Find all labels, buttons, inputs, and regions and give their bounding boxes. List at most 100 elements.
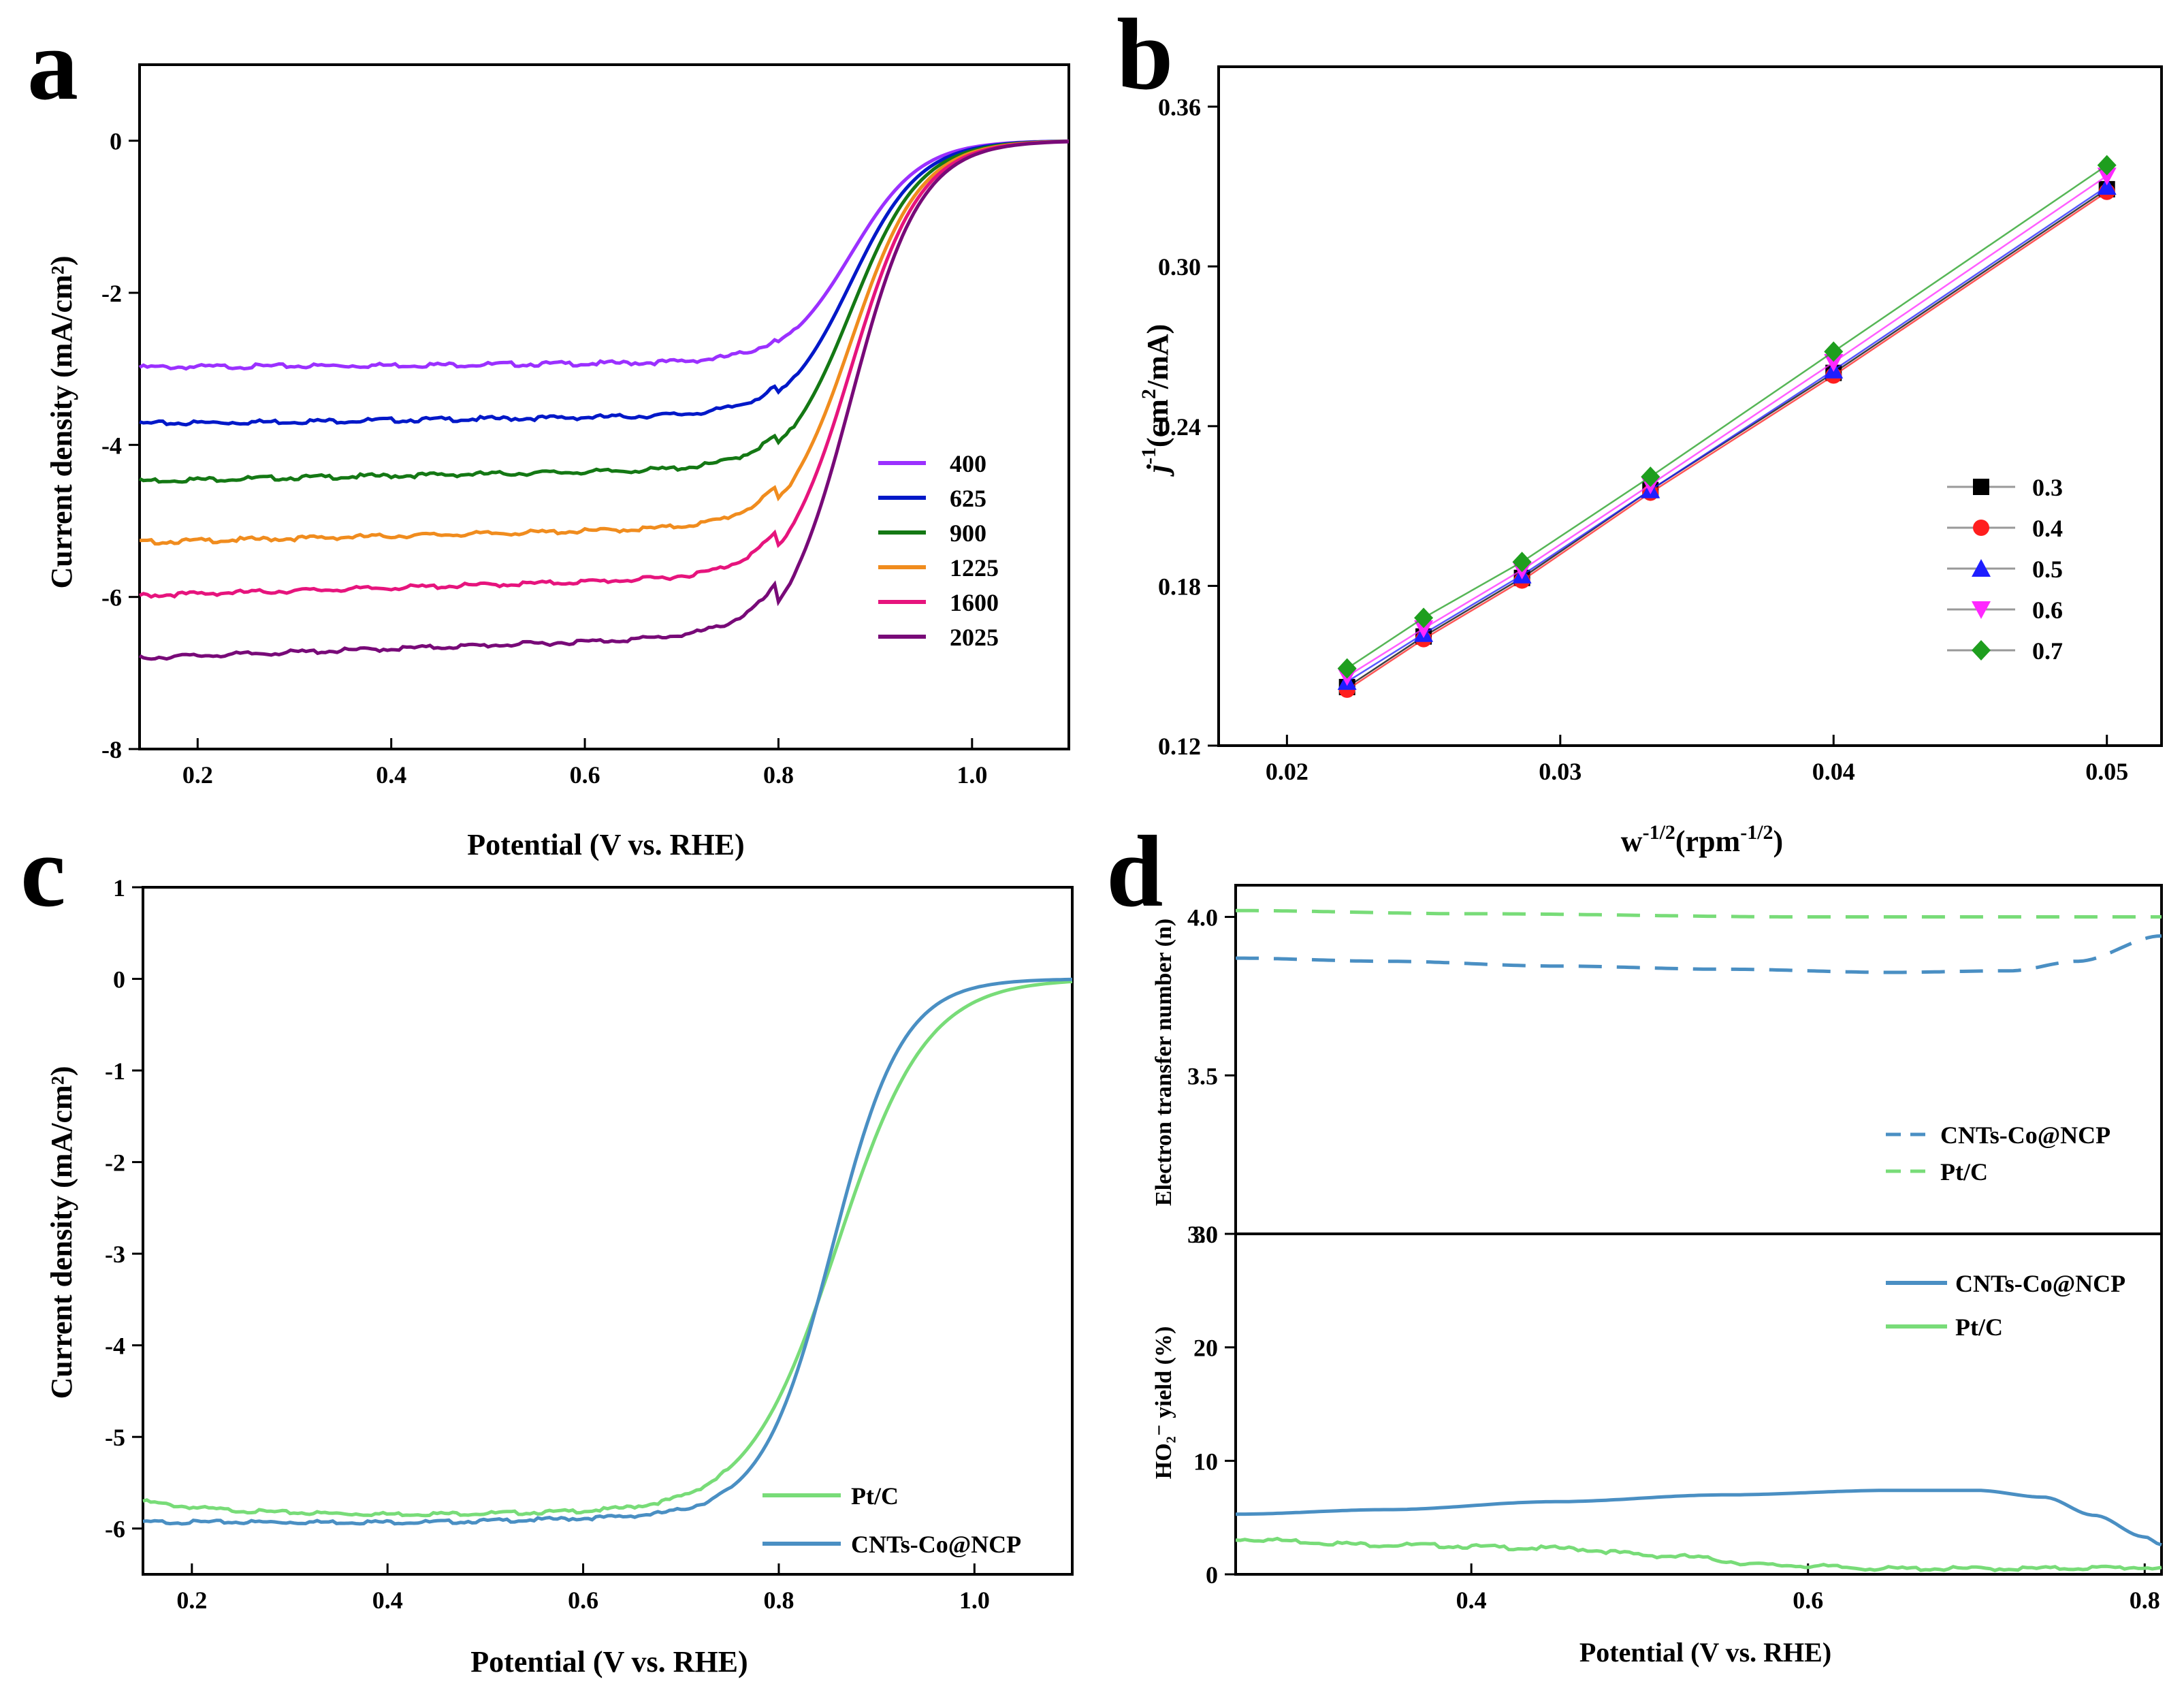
panel-d-bottom-legend-label-cnts-co-ncp: CNTs-Co@NCP: [1955, 1270, 2125, 1297]
panel-c-ytick-label-3: -2: [105, 1149, 125, 1177]
panel-d-top-ytick-label-1: 3.5: [1187, 1062, 1218, 1089]
panel-a-ylabel: Current density (mA/cm²): [45, 256, 78, 589]
panel-a-series-400: [138, 139, 1069, 371]
panel-b-legend-marker-0-7: [1972, 640, 1991, 661]
panel-a-legend-label-625: 625: [950, 485, 986, 512]
panel-c-xtick-label-4: 1.0: [959, 1587, 990, 1614]
panel-a-ytick-label-2: -4: [101, 432, 122, 459]
panel-d-bottom-ylabel: HO₂⁻ yield (%): [1151, 1326, 1176, 1480]
panel-b-legend-marker-0-3: [1973, 479, 1989, 495]
panel-c-xtick-label-2: 0.6: [568, 1587, 598, 1614]
panel-a-xtick-label-0: 0.2: [182, 761, 213, 789]
panel-b-legend-label-0-7: 0.7: [2032, 637, 2063, 665]
panel-b-series-line-0-4: [1347, 191, 2108, 690]
panel-c-legend-label-pt-c: Pt/C: [851, 1482, 899, 1510]
panel-d-xlabel: Potential (V vs. RHE): [1579, 1637, 1831, 1668]
panel-a-legend-label-1600: 1600: [950, 589, 999, 616]
panel-a-xtick-label-4: 1.0: [957, 761, 987, 789]
panel-a-ytick-label-0: 0: [110, 128, 122, 155]
panel-a-series-2025: [138, 140, 1070, 661]
panel-c-ytick-label-6: -5: [105, 1424, 125, 1451]
panel-letter-d: d: [1106, 815, 1163, 928]
panel-d-bottom-ytick-label-1: 10: [1193, 1448, 1218, 1475]
panel-b-point-0-6-1: [1414, 620, 1434, 638]
panel-a-xlabel: Potential (V vs. RHE): [467, 828, 744, 861]
panel-b-legend-label-0-4: 0.4: [2032, 515, 2063, 542]
panel-b-ytick-label-2: 0.24: [1158, 413, 1201, 441]
panel-b-xtick-label-2: 0.04: [1812, 758, 1855, 785]
panel-d-xtick-label-2: 0.8: [2130, 1587, 2160, 1614]
panel-b-point-0-6-5: [2097, 168, 2117, 186]
panel-d-chart: 0.4 0.6 0.8 3.0 3.5 4.0 0 10 20 30 CNTs-Co@NCP Pt/C…: [1187, 884, 2163, 1614]
panel-b-point-0-6-4: [1824, 353, 1844, 372]
panel-d-bottom-series-cnts-co-ncp: [1235, 1489, 2162, 1547]
panel-c-ytick-label-5: -4: [105, 1333, 125, 1360]
panel-c-xtick-label-1: 0.4: [372, 1587, 403, 1614]
panel-c-ylabel: Current density (mA/cm²): [45, 1066, 78, 1399]
panel-a-series-625: [139, 139, 1070, 427]
panel-a-series-1600: [138, 140, 1070, 599]
panel-d-top-frame: [1234, 884, 2163, 1235]
panel-a-legend-label-1225: 1225: [950, 554, 999, 582]
panel-b-legend-marker-0-6: [1972, 601, 1991, 619]
panel-b-point-0-7-3: [1641, 466, 1660, 488]
panel-b-point-0-7-5: [2097, 155, 2117, 176]
panel-d-top-ytick-label-2: 4.0: [1187, 904, 1218, 932]
panel-letter-c: c: [20, 815, 66, 928]
panel-c-ytick-label-2: -1: [105, 1057, 125, 1085]
panel-c-frame: [142, 886, 1074, 1576]
panel-b-chart: 0.02 0.03 0.04 0.05 0.12 0.18 0.24 0.30 0.36 0.3 0…: [1158, 65, 2163, 785]
panel-d-bottom-frame: [1234, 1232, 2163, 1576]
panel-b-legend-label-0-6: 0.6: [2032, 597, 2063, 624]
panel-a-ytick-label-1: -2: [101, 280, 122, 307]
panel-b-series-line-0-7: [1347, 164, 2108, 669]
panel-d-bottom-ytick-label-2: 20: [1193, 1335, 1218, 1362]
panel-a-ytick-label-3: -6: [101, 584, 122, 611]
panel-a-legend-label-400: 400: [950, 450, 986, 477]
panel-b-xtick-label-3: 0.05: [2085, 758, 2128, 785]
panel-b-legend-marker-0-4: [1973, 520, 1989, 536]
panel-d-top-legend-label-pt-c: Pt/C: [1940, 1158, 1988, 1186]
panel-d-top-series-pt-c: [1236, 908, 2162, 919]
panel-d-xtick-label-1: 0.6: [1793, 1587, 1823, 1614]
panel-b-series-line-0-5: [1347, 185, 2108, 683]
panel-d-top-ylabel: Electron transfer number (n): [1151, 919, 1176, 1206]
panel-b-legend-label-0-3: 0.3: [2032, 474, 2063, 501]
panel-b-point-0-7-2: [1512, 552, 1532, 573]
panel-b-ytick-label-3: 0.30: [1158, 253, 1201, 281]
panel-d-top-ytick-label-0: 3.0: [1187, 1221, 1218, 1248]
panel-c-legend-label-cnts-co-ncp: CNTs-Co@NCP: [851, 1531, 1021, 1558]
panel-d-top-series-cnts-co-ncp: [1236, 934, 2162, 974]
panel-b-frame: [1217, 65, 2163, 747]
panel-b-xlabel: w-1/2(rpm-1/2): [1621, 821, 1783, 858]
panel-b-point-0-7-4: [1824, 341, 1844, 362]
panel-d-bottom-ytick-label-3: 30: [1193, 1221, 1218, 1248]
panel-c-ytick-label-0: 1: [113, 874, 125, 902]
panel-a-series-900: [138, 140, 1070, 484]
panel-a-frame: [138, 63, 1070, 750]
panel-a-series-1225: [139, 140, 1070, 546]
panel-d-bottom-legend-label-pt-c: Pt/C: [1955, 1314, 2003, 1341]
panel-b-xtick-label-1: 0.03: [1539, 758, 1581, 785]
panel-c-ytick-label-1: 0: [113, 966, 125, 993]
panel-b-xtick-label-0: 0.02: [1266, 758, 1308, 785]
panel-d-top-legend-label-cnts-co-ncp: CNTs-Co@NCP: [1940, 1122, 2110, 1149]
panel-c-series-pt-c: [142, 980, 1073, 1518]
panel-b-point-0-7-1: [1414, 607, 1434, 629]
panel-c-series-cnts-co-ncp: [142, 977, 1073, 1526]
panel-letter-b: b: [1117, 0, 1173, 111]
panel-d-bottom-series-pt-c: [1235, 1536, 2162, 1572]
panel-c-chart: 0.2 0.4 0.6 0.8 1.0 1 0 -1 -2 -3 -4 -5 -6 Pt/C CNTs-Co…: [105, 874, 1074, 1614]
panel-b-point-0-5-5: [2097, 176, 2117, 195]
panel-a-xtick-label-2: 0.6: [570, 761, 600, 789]
panel-c-xtick-label-3: 0.8: [763, 1587, 794, 1614]
panel-a-legend-label-900: 900: [950, 520, 986, 547]
panel-b-legend-label-0-5: 0.5: [2032, 556, 2063, 583]
panel-b-ytick-label-4: 0.36: [1158, 94, 1201, 121]
panel-b-ylabel: j-1(cm2/mA): [1138, 324, 1174, 477]
panel-b-point-0-7-0: [1337, 658, 1357, 679]
panel-a-xtick-label-3: 0.8: [763, 761, 794, 789]
panel-d-bottom-ytick-label-0: 0: [1206, 1561, 1218, 1589]
panel-b-legend-marker-0-5: [1972, 559, 1991, 577]
